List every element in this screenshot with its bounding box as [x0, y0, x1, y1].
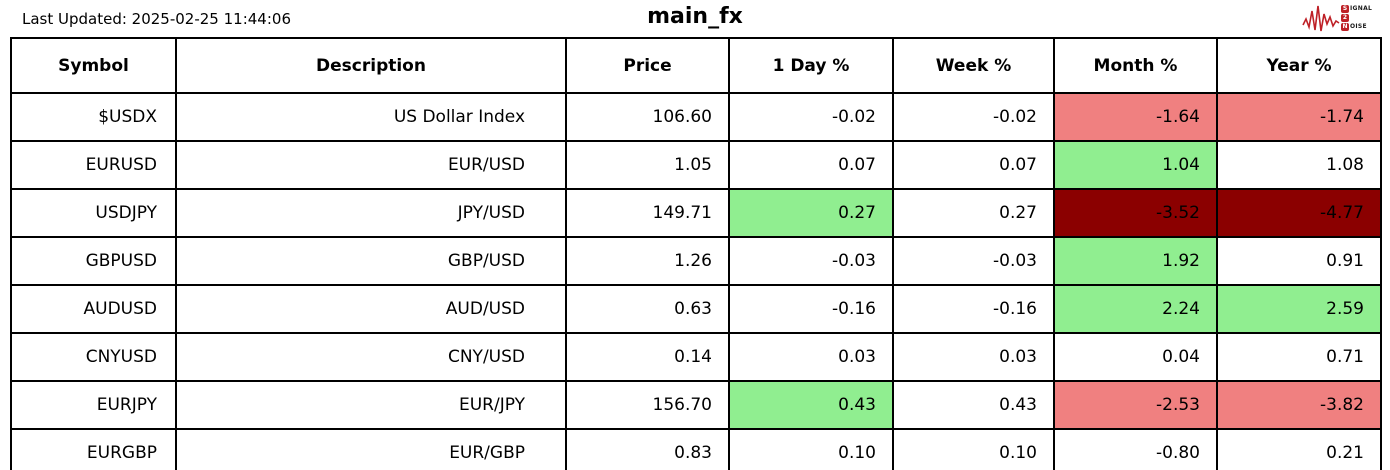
description-cell: GBP/USD [175, 236, 567, 286]
price-cell: 1.05 [565, 140, 730, 190]
logo-line-noise: N OISE [1341, 23, 1372, 31]
last-updated-text: Last Updated: 2025-02-25 11:44:06 [22, 10, 291, 28]
logo-badge-2: 2 [1341, 14, 1349, 22]
year-pct-cell: 0.21 [1216, 428, 1382, 470]
month-pct-cell: -1.64 [1053, 92, 1218, 142]
symbol-cell: GBPUSD [10, 236, 177, 286]
description-cell: AUD/USD [175, 284, 567, 334]
logo-line-signal: S IGNAL [1341, 5, 1372, 13]
week-pct-cell: 0.27 [892, 188, 1055, 238]
table-row: EURGBP EUR/GBP 0.83 0.10 0.10 -0.80 0.21 [10, 428, 1382, 470]
price-cell: 0.83 [565, 428, 730, 470]
logo-rest-oise: OISE [1350, 23, 1367, 30]
symbol-cell: USDJPY [10, 188, 177, 238]
table-row: $USDX US Dollar Index 106.60 -0.02 -0.02 -1.6… [10, 92, 1382, 142]
symbol-cell: $USDX [10, 92, 177, 142]
day-pct-cell: 0.03 [728, 332, 894, 382]
month-pct-cell: -3.52 [1053, 188, 1218, 238]
column-header-week-pct: Week % [892, 37, 1055, 94]
symbol-cell: EURJPY [10, 380, 177, 430]
month-pct-cell: -2.53 [1053, 380, 1218, 430]
month-pct-cell: 1.92 [1053, 236, 1218, 286]
week-pct-cell: -0.02 [892, 92, 1055, 142]
description-cell: JPY/USD [175, 188, 567, 238]
day-pct-cell: -0.02 [728, 92, 894, 142]
day-pct-cell: 0.07 [728, 140, 894, 190]
description-cell: EUR/USD [175, 140, 567, 190]
table-row: CNYUSD CNY/USD 0.14 0.03 0.03 0.04 0.71 [10, 332, 1382, 382]
price-cell: 149.71 [565, 188, 730, 238]
day-pct-cell: 0.10 [728, 428, 894, 470]
column-header-day-pct: 1 Day % [728, 37, 894, 94]
fx-table: Symbol Description Price 1 Day % Week % Month… [10, 37, 1382, 470]
price-cell: 106.60 [565, 92, 730, 142]
week-pct-cell: -0.16 [892, 284, 1055, 334]
description-cell: US Dollar Index [175, 92, 567, 142]
description-cell: CNY/USD [175, 332, 567, 382]
year-pct-cell: -4.77 [1216, 188, 1382, 238]
signal2noise-logo: S IGNAL 2 N OISE [1302, 2, 1384, 34]
symbol-cell: EURGBP [10, 428, 177, 470]
logo-rest-ignal: IGNAL [1350, 5, 1373, 12]
price-cell: 1.26 [565, 236, 730, 286]
logo-line-2: 2 [1341, 14, 1372, 22]
week-pct-cell: 0.03 [892, 332, 1055, 382]
price-cell: 156.70 [565, 380, 730, 430]
table-row: AUDUSD AUD/USD 0.63 -0.16 -0.16 2.24 2.59 [10, 284, 1382, 334]
table-row: GBPUSD GBP/USD 1.26 -0.03 -0.03 1.92 0.91 [10, 236, 1382, 286]
year-pct-cell: 2.59 [1216, 284, 1382, 334]
month-pct-cell: -0.80 [1053, 428, 1218, 470]
week-pct-cell: 0.43 [892, 380, 1055, 430]
table-row: EURUSD EUR/USD 1.05 0.07 0.07 1.04 1.08 [10, 140, 1382, 190]
symbol-cell: AUDUSD [10, 284, 177, 334]
symbol-cell: EURUSD [10, 140, 177, 190]
price-cell: 0.14 [565, 332, 730, 382]
month-pct-cell: 1.04 [1053, 140, 1218, 190]
day-pct-cell: -0.03 [728, 236, 894, 286]
column-header-year-pct: Year % [1216, 37, 1382, 94]
logo-badge-n: N [1341, 23, 1349, 31]
column-header-price: Price [565, 37, 730, 94]
column-header-month-pct: Month % [1053, 37, 1218, 94]
year-pct-cell: 0.91 [1216, 236, 1382, 286]
day-pct-cell: 0.43 [728, 380, 894, 430]
symbol-cell: CNYUSD [10, 332, 177, 382]
column-header-symbol: Symbol [10, 37, 177, 94]
description-cell: EUR/GBP [175, 428, 567, 470]
table-row: EURJPY EUR/JPY 156.70 0.43 0.43 -2.53 -3.82 [10, 380, 1382, 430]
column-header-description: Description [175, 37, 567, 94]
description-cell: EUR/JPY [175, 380, 567, 430]
year-pct-cell: -3.82 [1216, 380, 1382, 430]
table-row: USDJPY JPY/USD 149.71 0.27 0.27 -3.52 -4.77 [10, 188, 1382, 238]
year-pct-cell: 1.08 [1216, 140, 1382, 190]
price-cell: 0.63 [565, 284, 730, 334]
year-pct-cell: -1.74 [1216, 92, 1382, 142]
week-pct-cell: -0.03 [892, 236, 1055, 286]
page-title: main_fx [647, 4, 743, 29]
week-pct-cell: 0.07 [892, 140, 1055, 190]
week-pct-cell: 0.10 [892, 428, 1055, 470]
logo-badge-s: S [1341, 5, 1349, 13]
day-pct-cell: -0.16 [728, 284, 894, 334]
month-pct-cell: 2.24 [1053, 284, 1218, 334]
logo-text: S IGNAL 2 N OISE [1341, 5, 1372, 31]
day-pct-cell: 0.27 [728, 188, 894, 238]
ecg-waveform-icon [1302, 5, 1340, 32]
year-pct-cell: 0.71 [1216, 332, 1382, 382]
table-header-row: Symbol Description Price 1 Day % Week % Month… [10, 37, 1382, 94]
month-pct-cell: 0.04 [1053, 332, 1218, 382]
